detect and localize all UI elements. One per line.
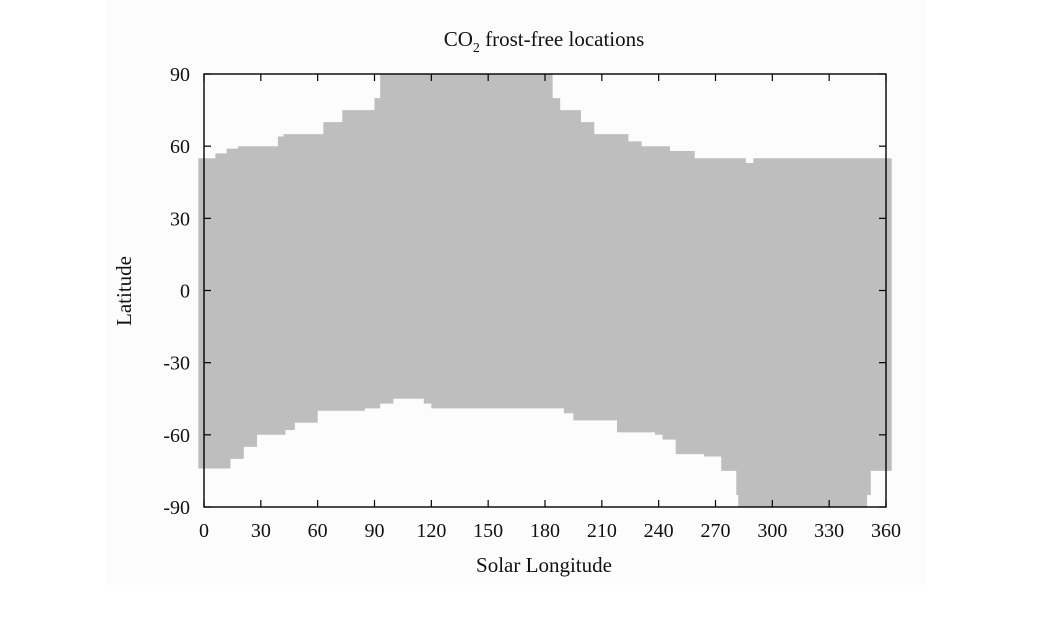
x-tick-label-180: 180 [530,520,560,542]
chart-title-subscript: 2 [473,41,480,56]
x-tick-label-120: 120 [416,520,446,542]
y-tick-label--90: -90 [163,497,190,519]
x-tick-label-30: 30 [251,520,271,542]
y-tick-label-30: 30 [170,208,190,230]
x-tick-label-0: 0 [199,520,209,542]
chart-title-rest: frost-free locations [480,27,644,51]
y-tick-label-0: 0 [180,281,190,303]
axes: 0 30 60 90 120 150 180 210 240 270 300 330 360906030… [163,64,901,542]
x-axis-label: Solar Longitude [476,553,612,577]
chart-title: CO2 frost-free locations [444,27,645,56]
y-tick-label-90: 90 [170,64,190,86]
frost-free-region-0 [198,74,892,507]
y-tick-label--60: -60 [163,425,190,447]
x-tick-label-330: 330 [814,520,844,542]
x-tick-label-150: 150 [473,520,503,542]
y-axis-label: Latitude [112,256,136,326]
y-tick-label-60: 60 [170,136,190,158]
x-tick-label-360: 360 [871,520,901,542]
x-tick-label-270: 270 [701,520,731,542]
x-tick-label-60: 60 [308,520,328,542]
x-tick-label-210: 210 [587,520,617,542]
x-tick-label-90: 90 [365,520,385,542]
plot-area [198,74,892,507]
x-tick-label-240: 240 [644,520,674,542]
y-tick-label--30: -30 [163,353,190,375]
chart-title-main: CO [444,27,473,51]
x-tick-label-300: 300 [757,520,787,542]
